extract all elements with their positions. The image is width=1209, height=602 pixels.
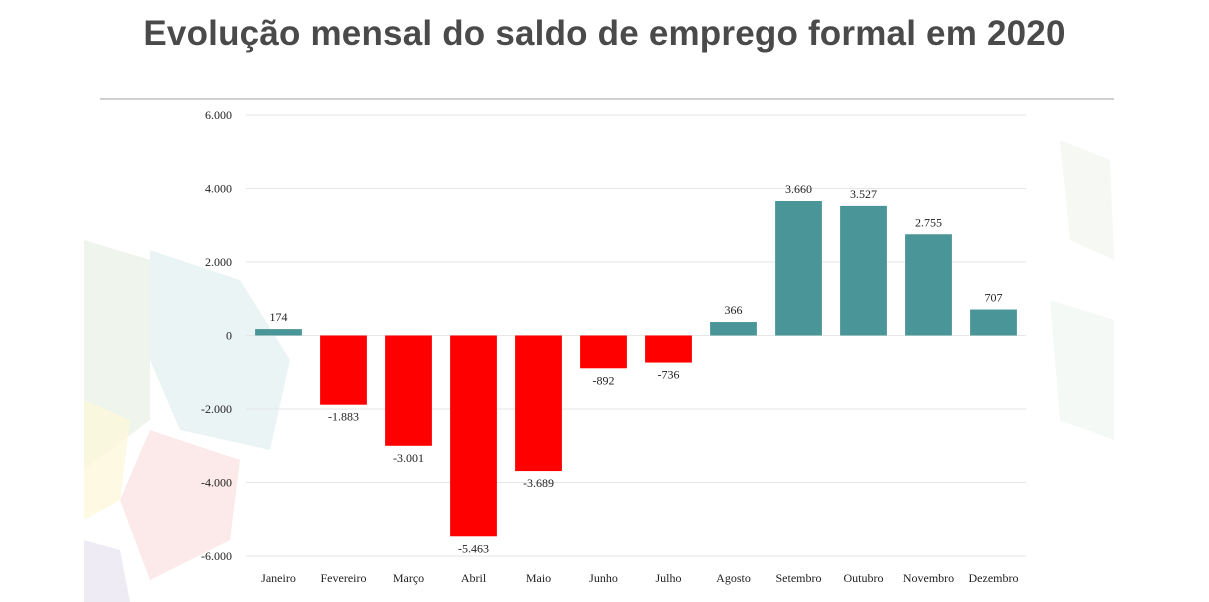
bar-dezembro xyxy=(970,309,1017,336)
x-category-label: Junho xyxy=(589,571,618,585)
bar-julho xyxy=(645,335,692,363)
y-tick-label: -4.000 xyxy=(201,476,232,490)
y-tick-label: 0 xyxy=(226,329,232,343)
decor-shape xyxy=(150,250,290,450)
bar-fevereiro xyxy=(320,335,367,405)
x-category-label: Março xyxy=(393,571,424,585)
x-category-label: Outubro xyxy=(844,571,884,585)
x-category-label: Maio xyxy=(526,571,551,585)
bar-junho xyxy=(580,335,627,369)
gridlines xyxy=(246,114,1026,557)
decor-shape xyxy=(120,430,240,580)
decor-shape xyxy=(1050,300,1114,440)
data-label: -892 xyxy=(593,373,615,387)
y-tick-label: -6.000 xyxy=(201,549,232,563)
decor-shape xyxy=(1060,140,1114,260)
x-category-label: Setembro xyxy=(776,571,822,585)
bar-janeiro xyxy=(255,329,302,336)
x-category-label: Agosto xyxy=(716,571,751,585)
y-tick-label: 6.000 xyxy=(205,108,232,122)
bar-maio xyxy=(515,335,562,472)
data-label: -3.001 xyxy=(393,451,424,465)
y-tick-label: -2.000 xyxy=(201,402,232,416)
x-category-label: Fevereiro xyxy=(321,571,367,585)
data-label: 2.755 xyxy=(915,215,942,229)
bar-agosto xyxy=(710,322,757,336)
data-label: 3.527 xyxy=(850,187,877,201)
title-divider xyxy=(100,98,1114,100)
x-category-label: Dezembro xyxy=(969,571,1019,585)
y-tick-label: 2.000 xyxy=(205,255,232,269)
bar-setembro xyxy=(775,200,822,336)
data-label: -1.883 xyxy=(328,410,359,424)
x-category-label: Abril xyxy=(461,571,487,585)
x-category-label: Janeiro xyxy=(261,571,296,585)
x-category-label: Julho xyxy=(655,571,681,585)
data-label: -5.463 xyxy=(458,541,489,555)
data-label: 3.660 xyxy=(785,182,812,196)
data-label: 366 xyxy=(725,303,743,317)
bar-abril xyxy=(450,335,497,537)
labels: 6.000 4.000 2.000 0 -2.000 -4.000 -6.000 174 Jan… xyxy=(201,108,1018,585)
y-tick-label: 4.000 xyxy=(205,182,232,196)
bar-outubro xyxy=(840,205,887,336)
x-category-label: Novembro xyxy=(903,571,954,585)
data-label: -736 xyxy=(658,368,680,382)
decor-shape xyxy=(84,400,130,520)
data-label: 174 xyxy=(270,310,288,324)
bar-novembro xyxy=(905,234,952,336)
decor-shape xyxy=(84,540,130,602)
data-label: 707 xyxy=(985,291,1003,305)
data-label: -3.689 xyxy=(523,476,554,490)
bar-março xyxy=(385,335,432,446)
bars xyxy=(255,200,1017,537)
page-title: Evolução mensal do saldo de emprego form… xyxy=(143,14,1066,53)
